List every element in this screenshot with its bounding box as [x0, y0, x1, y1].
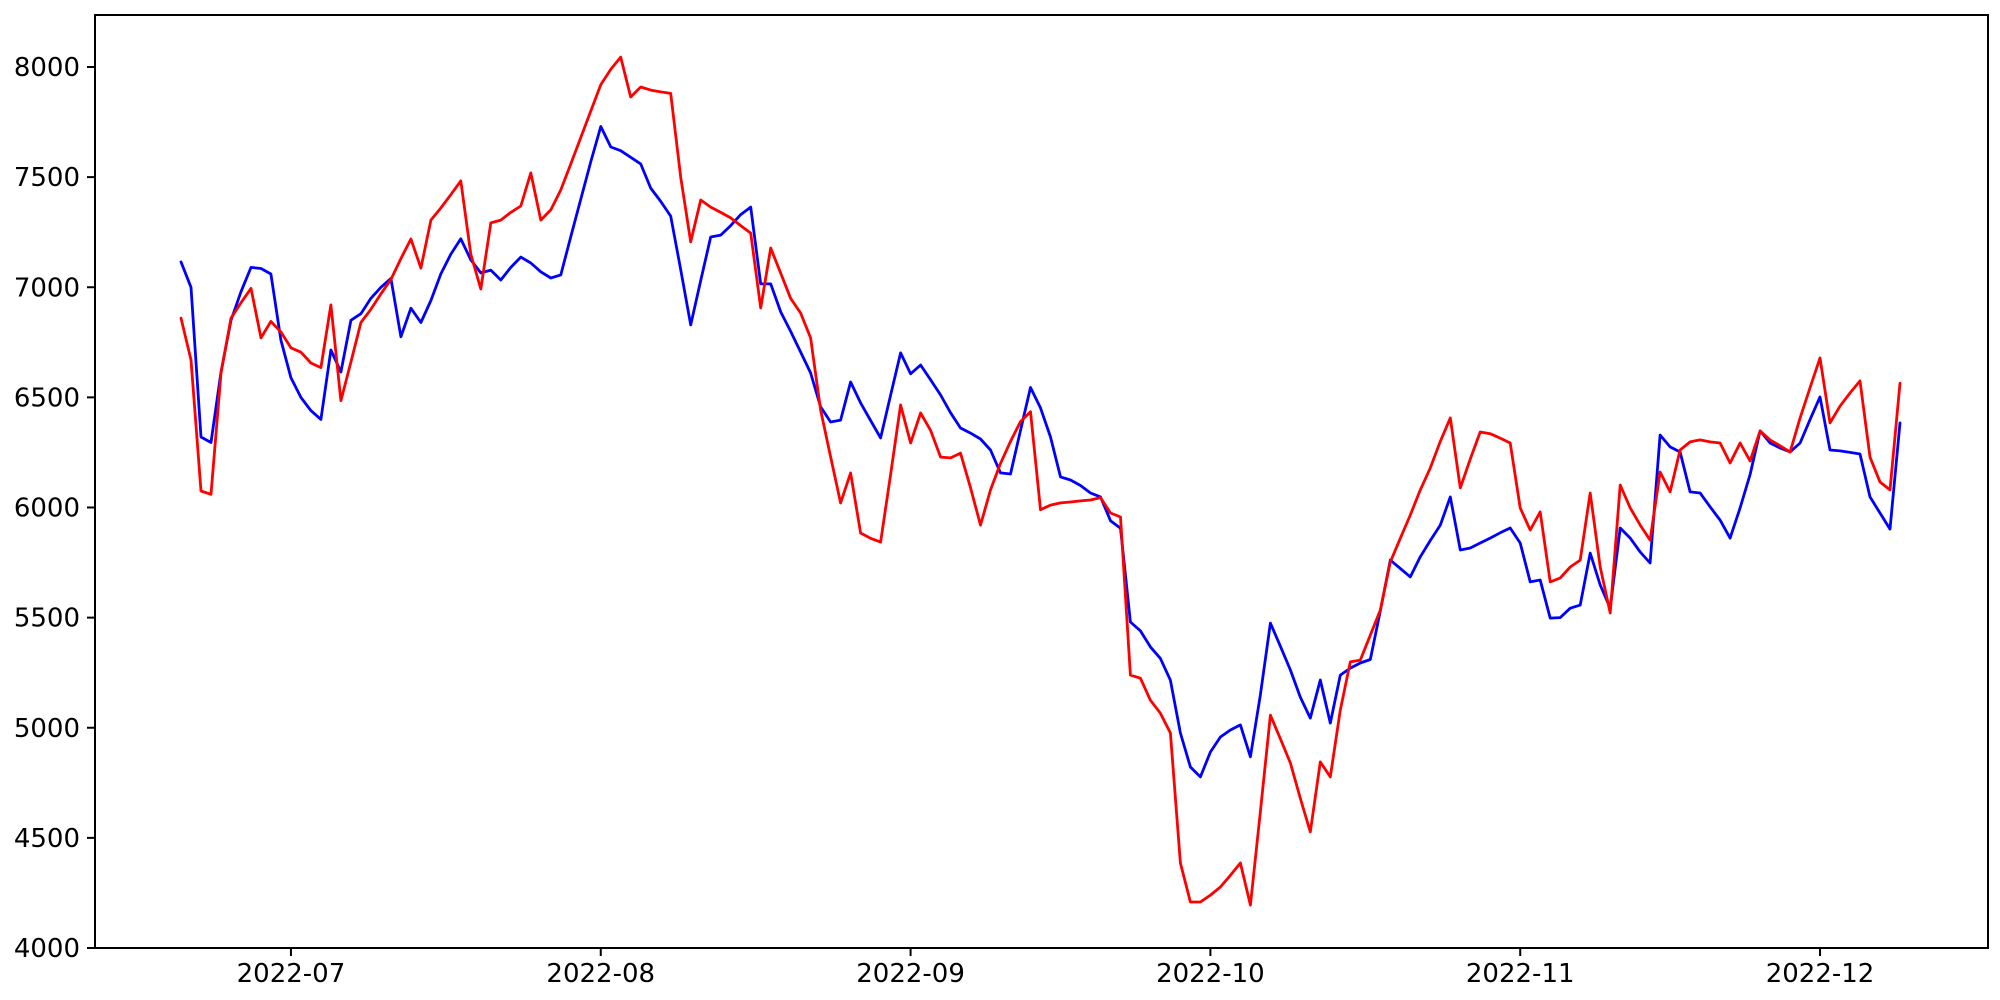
plot-border — [94, 14, 1989, 949]
x-tick-label: 2022-07 — [237, 959, 346, 989]
y-tick-label: 4000 — [14, 934, 80, 964]
y-tick-label: 6000 — [14, 494, 80, 524]
x-tick-label: 2022-08 — [546, 959, 655, 989]
y-tick-label: 5000 — [14, 714, 80, 744]
x-tick-label: 2022-12 — [1766, 959, 1875, 989]
y-tick-label: 7000 — [14, 273, 80, 303]
x-tick-label: 2022-10 — [1156, 959, 1265, 989]
series-red-line — [179, 55, 1902, 907]
y-tick-label: 5500 — [14, 604, 80, 634]
y-tick-label: 6500 — [14, 383, 80, 413]
y-tick-label: 8000 — [14, 53, 80, 83]
y-tick-label: 7500 — [14, 163, 80, 193]
x-tick-label: 2022-11 — [1466, 959, 1575, 989]
x-tick-label: 2022-09 — [856, 959, 965, 989]
y-tick-label: 4500 — [14, 824, 80, 854]
